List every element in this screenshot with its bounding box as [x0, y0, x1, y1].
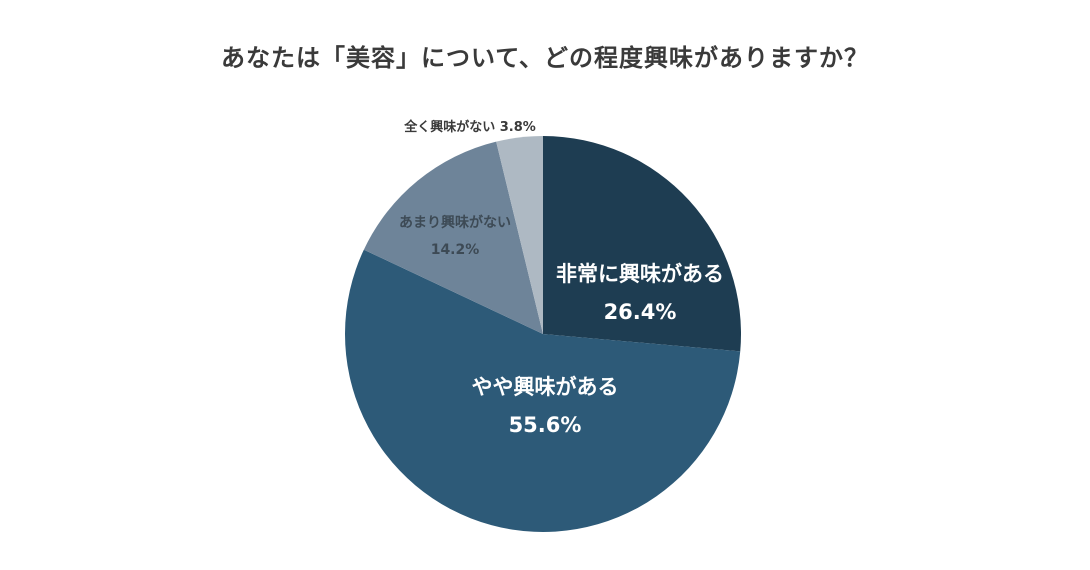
slice-name-percent: 全く興味がない 3.8% [404, 120, 536, 135]
slice-percent: 14.2% [430, 242, 480, 258]
slice-name: やや興味がある [471, 375, 619, 399]
slice-label-somewhat-interested: やや興味がある 55.6% [445, 368, 645, 444]
pie-slice-somewhat-interested [345, 249, 741, 533]
slice-name: あまり興味がない [399, 215, 511, 231]
slice-label-not-very-interested: あまり興味がない 14.2% [380, 210, 530, 264]
slice-percent: 55.6% [508, 413, 582, 437]
slice-label-not-interested: 全く興味がない 3.8% [380, 116, 560, 135]
pie-slice-very-interested [543, 136, 741, 352]
slice-percent: 26.4% [603, 300, 677, 324]
slice-label-very-interested: 非常に興味がある 26.4% [540, 255, 740, 331]
pie-slice-not-interested [496, 136, 543, 334]
pie-slice-not-very-interested [363, 141, 543, 334]
chart-title: あなたは「美容」について、どの程度興味がありますか？ [220, 44, 870, 72]
slice-name: 非常に興味がある [556, 262, 724, 286]
